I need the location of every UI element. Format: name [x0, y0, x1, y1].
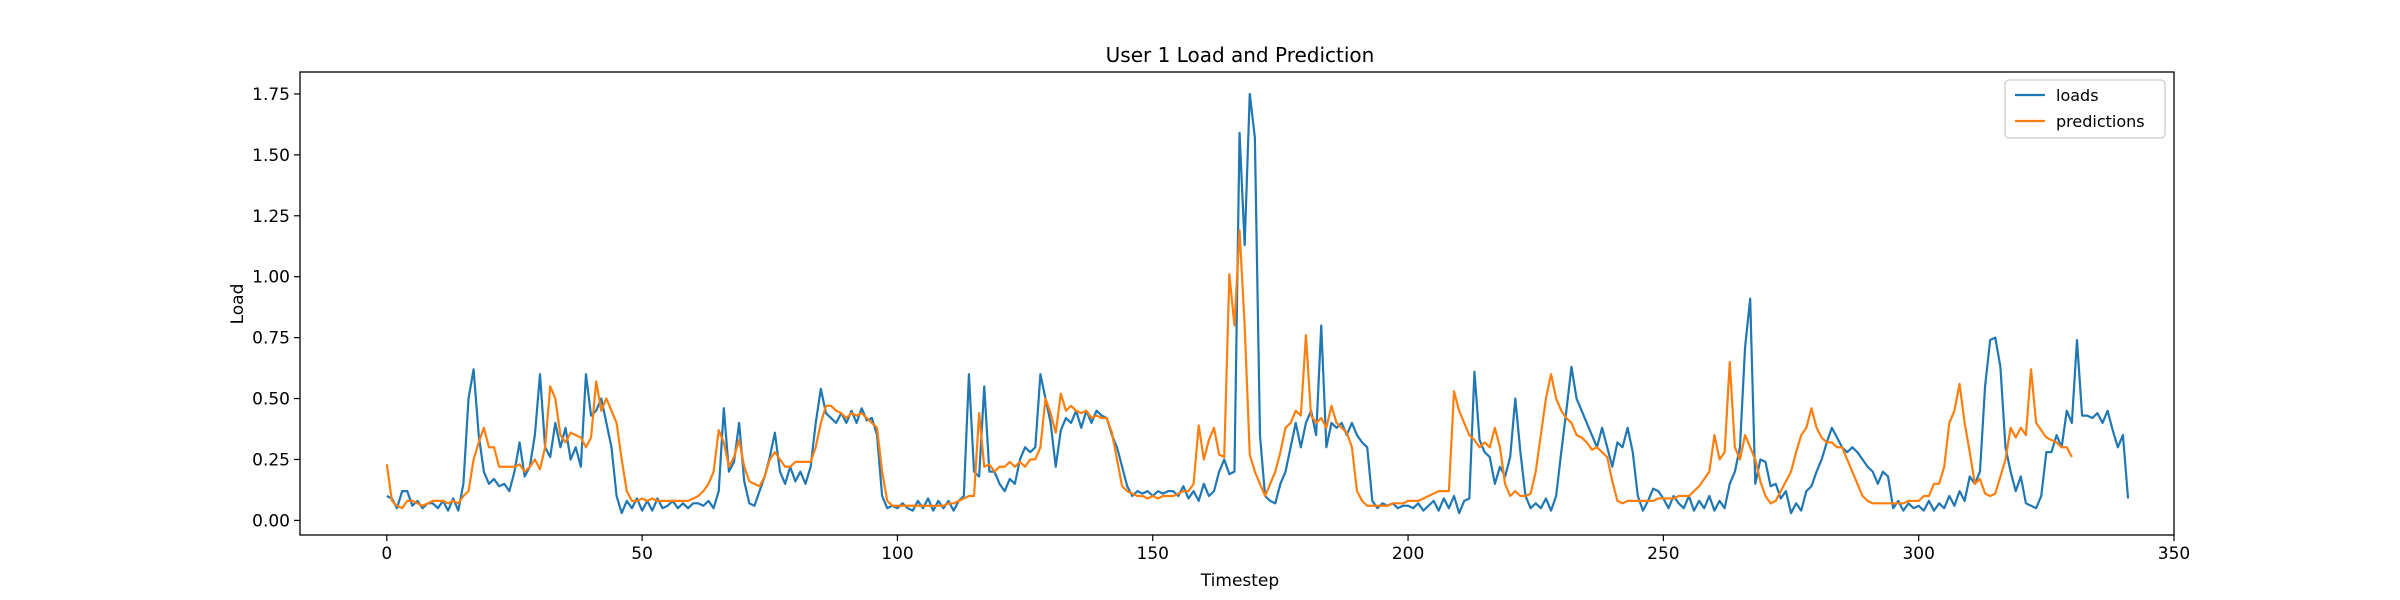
- y-tick-label: 1.25: [252, 207, 290, 227]
- x-tick-label: 300: [1902, 544, 1934, 564]
- x-axis-label: Timestep: [1200, 571, 1279, 591]
- x-tick-label: 100: [881, 544, 913, 564]
- y-tick-label: 1.75: [252, 85, 290, 105]
- x-tick-label: 150: [1137, 544, 1169, 564]
- legend-label-predictions: predictions: [2056, 112, 2145, 131]
- y-tick-label: 0.75: [252, 329, 290, 349]
- y-tick-label: 0.25: [252, 450, 290, 470]
- series-line-loads: [386, 92, 2130, 515]
- y-tick-label: 1.00: [252, 268, 290, 288]
- x-tick-label: 200: [1392, 544, 1424, 564]
- legend-label-loads: loads: [2056, 86, 2099, 105]
- y-tick-label: 0.00: [252, 511, 290, 531]
- x-tick-label: 350: [2158, 544, 2190, 564]
- y-axis: 0.00 0.25 0.50 0.75 1.00 1.25 1.50 1.75: [252, 85, 300, 531]
- plot-frame: [299, 71, 2175, 536]
- x-tick-label: 250: [1647, 544, 1679, 564]
- y-tick-label: 1.50: [252, 146, 290, 166]
- legend: loads predictions: [2004, 79, 2166, 139]
- x-tick-label: 50: [631, 544, 653, 564]
- plot-series: [385, 92, 2130, 515]
- x-axis: 0 50 100 150 200 250 300 350: [381, 535, 2190, 564]
- x-tick-label: 0: [381, 544, 392, 564]
- series-line-predictions: [385, 229, 2073, 510]
- chart-title: User 1 Load and Prediction: [1106, 43, 1375, 67]
- y-tick-label: 0.50: [252, 390, 290, 410]
- y-axis-label: Load: [228, 284, 248, 325]
